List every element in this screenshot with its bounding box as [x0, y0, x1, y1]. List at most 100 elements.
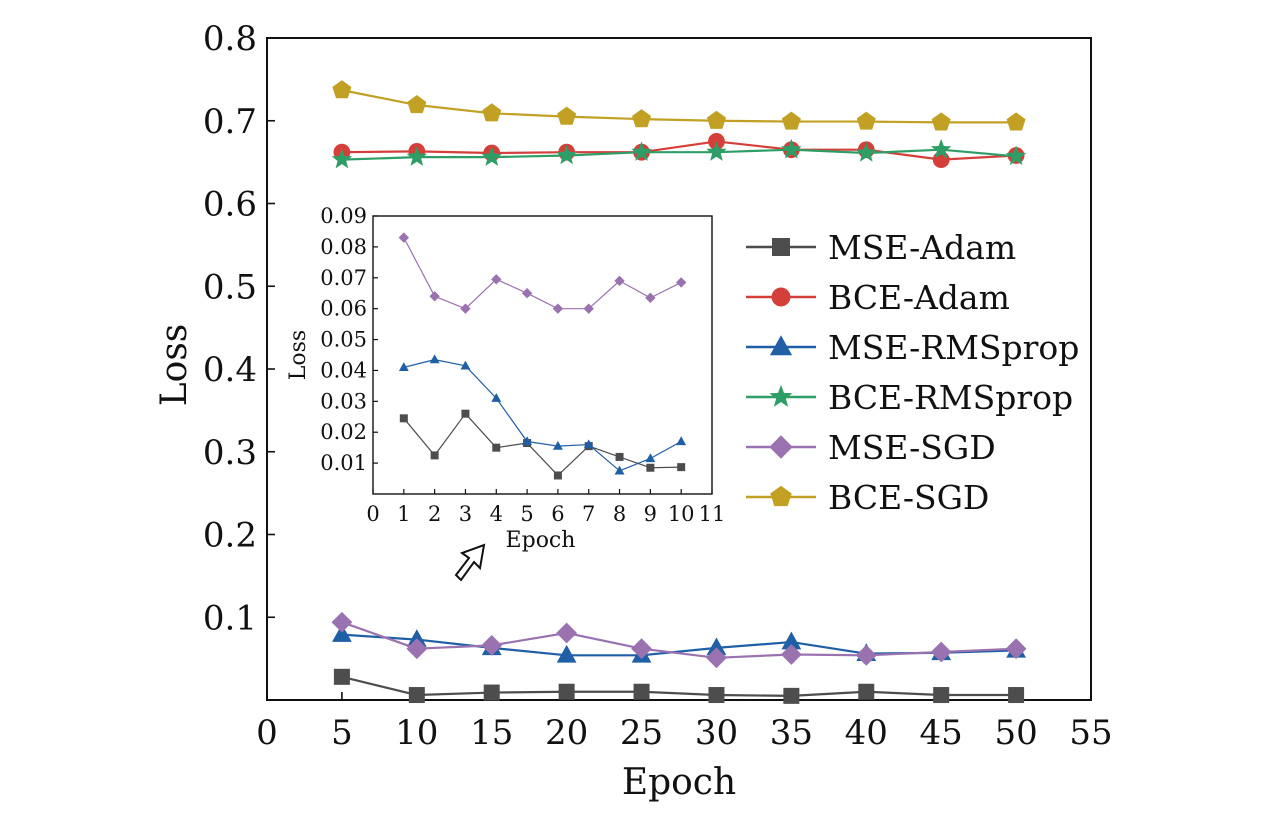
main-series-group: [331, 80, 1027, 704]
data-point-bce-rmsprop: [856, 142, 877, 162]
data-point-inset-series-1: [615, 452, 624, 461]
inset-x-tick-label: 1: [397, 502, 410, 526]
inset-x-tick-label: 3: [459, 502, 472, 526]
data-point-inset-series-1: [430, 451, 439, 460]
data-point-inset-series-1: [492, 443, 501, 452]
data-point-bce-rmsprop: [406, 146, 428, 166]
main-x-tick-label: 25: [620, 713, 663, 753]
data-point-mse-adam: [858, 683, 875, 700]
legend-item-bce-adam: BCE-Adam: [746, 278, 1010, 317]
series-line-mse-sgd: [341, 621, 1017, 659]
data-point-inset-series-3: [398, 232, 410, 243]
data-point-inset-series-1: [399, 414, 408, 423]
data-point-mse-adam: [933, 687, 950, 704]
data-point-mse-sgd: [481, 634, 503, 656]
main-x-tick-label: 30: [695, 713, 738, 753]
data-point-mse-sgd: [780, 644, 802, 665]
inset-y-tick-label: 0.06: [320, 297, 367, 321]
data-point-mse-adam: [708, 687, 725, 704]
data-point-bce-rmsprop: [331, 148, 353, 169]
data-point-inset-series-3: [552, 303, 564, 314]
inset-axes: 0 1 2 3 4 5 6 7 8 9 10 11 0.01 0.02 0.03 0.04 0.05 0.06 0.…: [286, 204, 725, 553]
data-point-bce-rmsprop: [481, 146, 502, 166]
data-point-mse-adam: [333, 668, 350, 685]
data-point-inset-series-3: [645, 292, 656, 304]
main-y-tick-label: 0.1: [203, 598, 257, 638]
legend-label-bce-adam: BCE-Adam: [828, 278, 1010, 317]
data-point-bce-sgd: [557, 106, 577, 125]
main-y-tick-label: 0.7: [203, 102, 257, 142]
data-point-mse-sgd: [631, 638, 652, 660]
main-x-tick-label: 55: [1069, 713, 1112, 753]
inset-x-tick-label: 2: [428, 502, 441, 526]
data-point-mse-rmsprop: [406, 629, 427, 647]
legend-label-mse-sgd: MSE-SGD: [828, 428, 996, 467]
inset-x-tick-label: 10: [668, 502, 695, 526]
main-x-axis-title: Epoch: [622, 762, 736, 803]
legend-marker-bce-rmsprop: [769, 384, 793, 407]
legend-marker-bce-adam: [771, 287, 791, 307]
legend-marker-mse-rmsprop: [769, 335, 793, 356]
data-point-mse-adam: [483, 684, 500, 701]
inset-y-tick-label: 0.07: [320, 266, 367, 290]
data-point-bce-sgd: [1006, 112, 1026, 131]
legend-item-mse-rmsprop: MSE-RMSprop: [746, 328, 1079, 367]
main-axes: 0 5 10 15 20 25 30 35 40 45 50 550.10.20.30.40.50.6…: [154, 19, 1113, 803]
data-point-inset-series-2: [460, 360, 471, 370]
data-point-mse-rmsprop: [706, 637, 727, 656]
data-point-bce-rmsprop: [556, 144, 577, 165]
main-x-tick-label: 15: [470, 713, 513, 753]
main-x-tick-label: 50: [994, 713, 1037, 753]
series-line-bce-sgd: [341, 89, 1017, 124]
series-bce-rmsprop: [331, 138, 1027, 169]
legend-item-mse-sgd: MSE-SGD: [746, 428, 996, 467]
data-point-mse-adam: [558, 683, 575, 700]
inset-series-group: [398, 232, 687, 480]
legend-marker-mse-sgd: [769, 435, 793, 459]
data-point-mse-sgd: [930, 641, 952, 663]
data-point-mse-rmsprop: [332, 624, 352, 642]
data-point-inset-series-2: [645, 453, 656, 463]
data-point-bce-sgd: [856, 111, 876, 130]
legend-item-mse-adam: MSE-Adam: [746, 228, 1016, 267]
legend-item-bce-sgd: BCE-SGD: [746, 478, 989, 517]
data-point-bce-rmsprop: [930, 138, 952, 159]
data-point-inset-series-1: [553, 471, 562, 480]
inset-y-tick-label: 0.09: [320, 204, 367, 228]
data-point-inset-series-2: [676, 436, 687, 446]
data-point-mse-sgd: [556, 622, 578, 644]
inset-y-tick-label: 0.04: [320, 358, 367, 382]
data-point-bce-sgd: [332, 80, 352, 99]
inset-y-tick-label: 0.03: [320, 389, 367, 413]
data-point-mse-adam: [633, 683, 650, 700]
main-x-tick-label: 45: [920, 713, 963, 753]
data-point-inset-series-2: [398, 362, 409, 371]
series-line-mse-adam: [341, 675, 1017, 697]
data-point-bce-rmsprop: [631, 141, 652, 161]
arrow-annotation-icon: [454, 543, 486, 582]
legend-marker-bce-sgd: [770, 485, 792, 507]
series-line-bce-adam: [341, 140, 1017, 161]
inset-x-tick-label: 5: [520, 502, 533, 526]
data-point-bce-sgd: [781, 111, 801, 130]
inset-y-tick-label: 0.02: [320, 420, 367, 444]
data-point-mse-adam: [408, 687, 425, 704]
data-point-inset-series-3: [429, 291, 440, 302]
data-point-inset-series-3: [614, 275, 625, 287]
inset-x-tick-label: 8: [613, 502, 626, 526]
data-point-inset-series-2: [522, 436, 533, 446]
data-point-inset-series-3: [583, 303, 594, 314]
data-point-inset-series-3: [491, 274, 502, 285]
series-mse-adam: [333, 668, 1025, 704]
inset-y-tick-label: 0.01: [320, 451, 367, 475]
series-inset-series-3: [398, 232, 687, 314]
main-y-tick-label: 0.8: [203, 19, 257, 59]
legend-label-bce-sgd: BCE-SGD: [828, 478, 989, 517]
data-point-bce-sgd: [407, 95, 427, 114]
inset-x-tick-label: 11: [699, 502, 726, 526]
inset-y-axis-title: Loss: [286, 330, 311, 380]
inset-y-tick-label: 0.08: [320, 235, 367, 259]
data-point-mse-rmsprop: [781, 631, 802, 650]
series-line-inset-series-2: [403, 359, 682, 472]
